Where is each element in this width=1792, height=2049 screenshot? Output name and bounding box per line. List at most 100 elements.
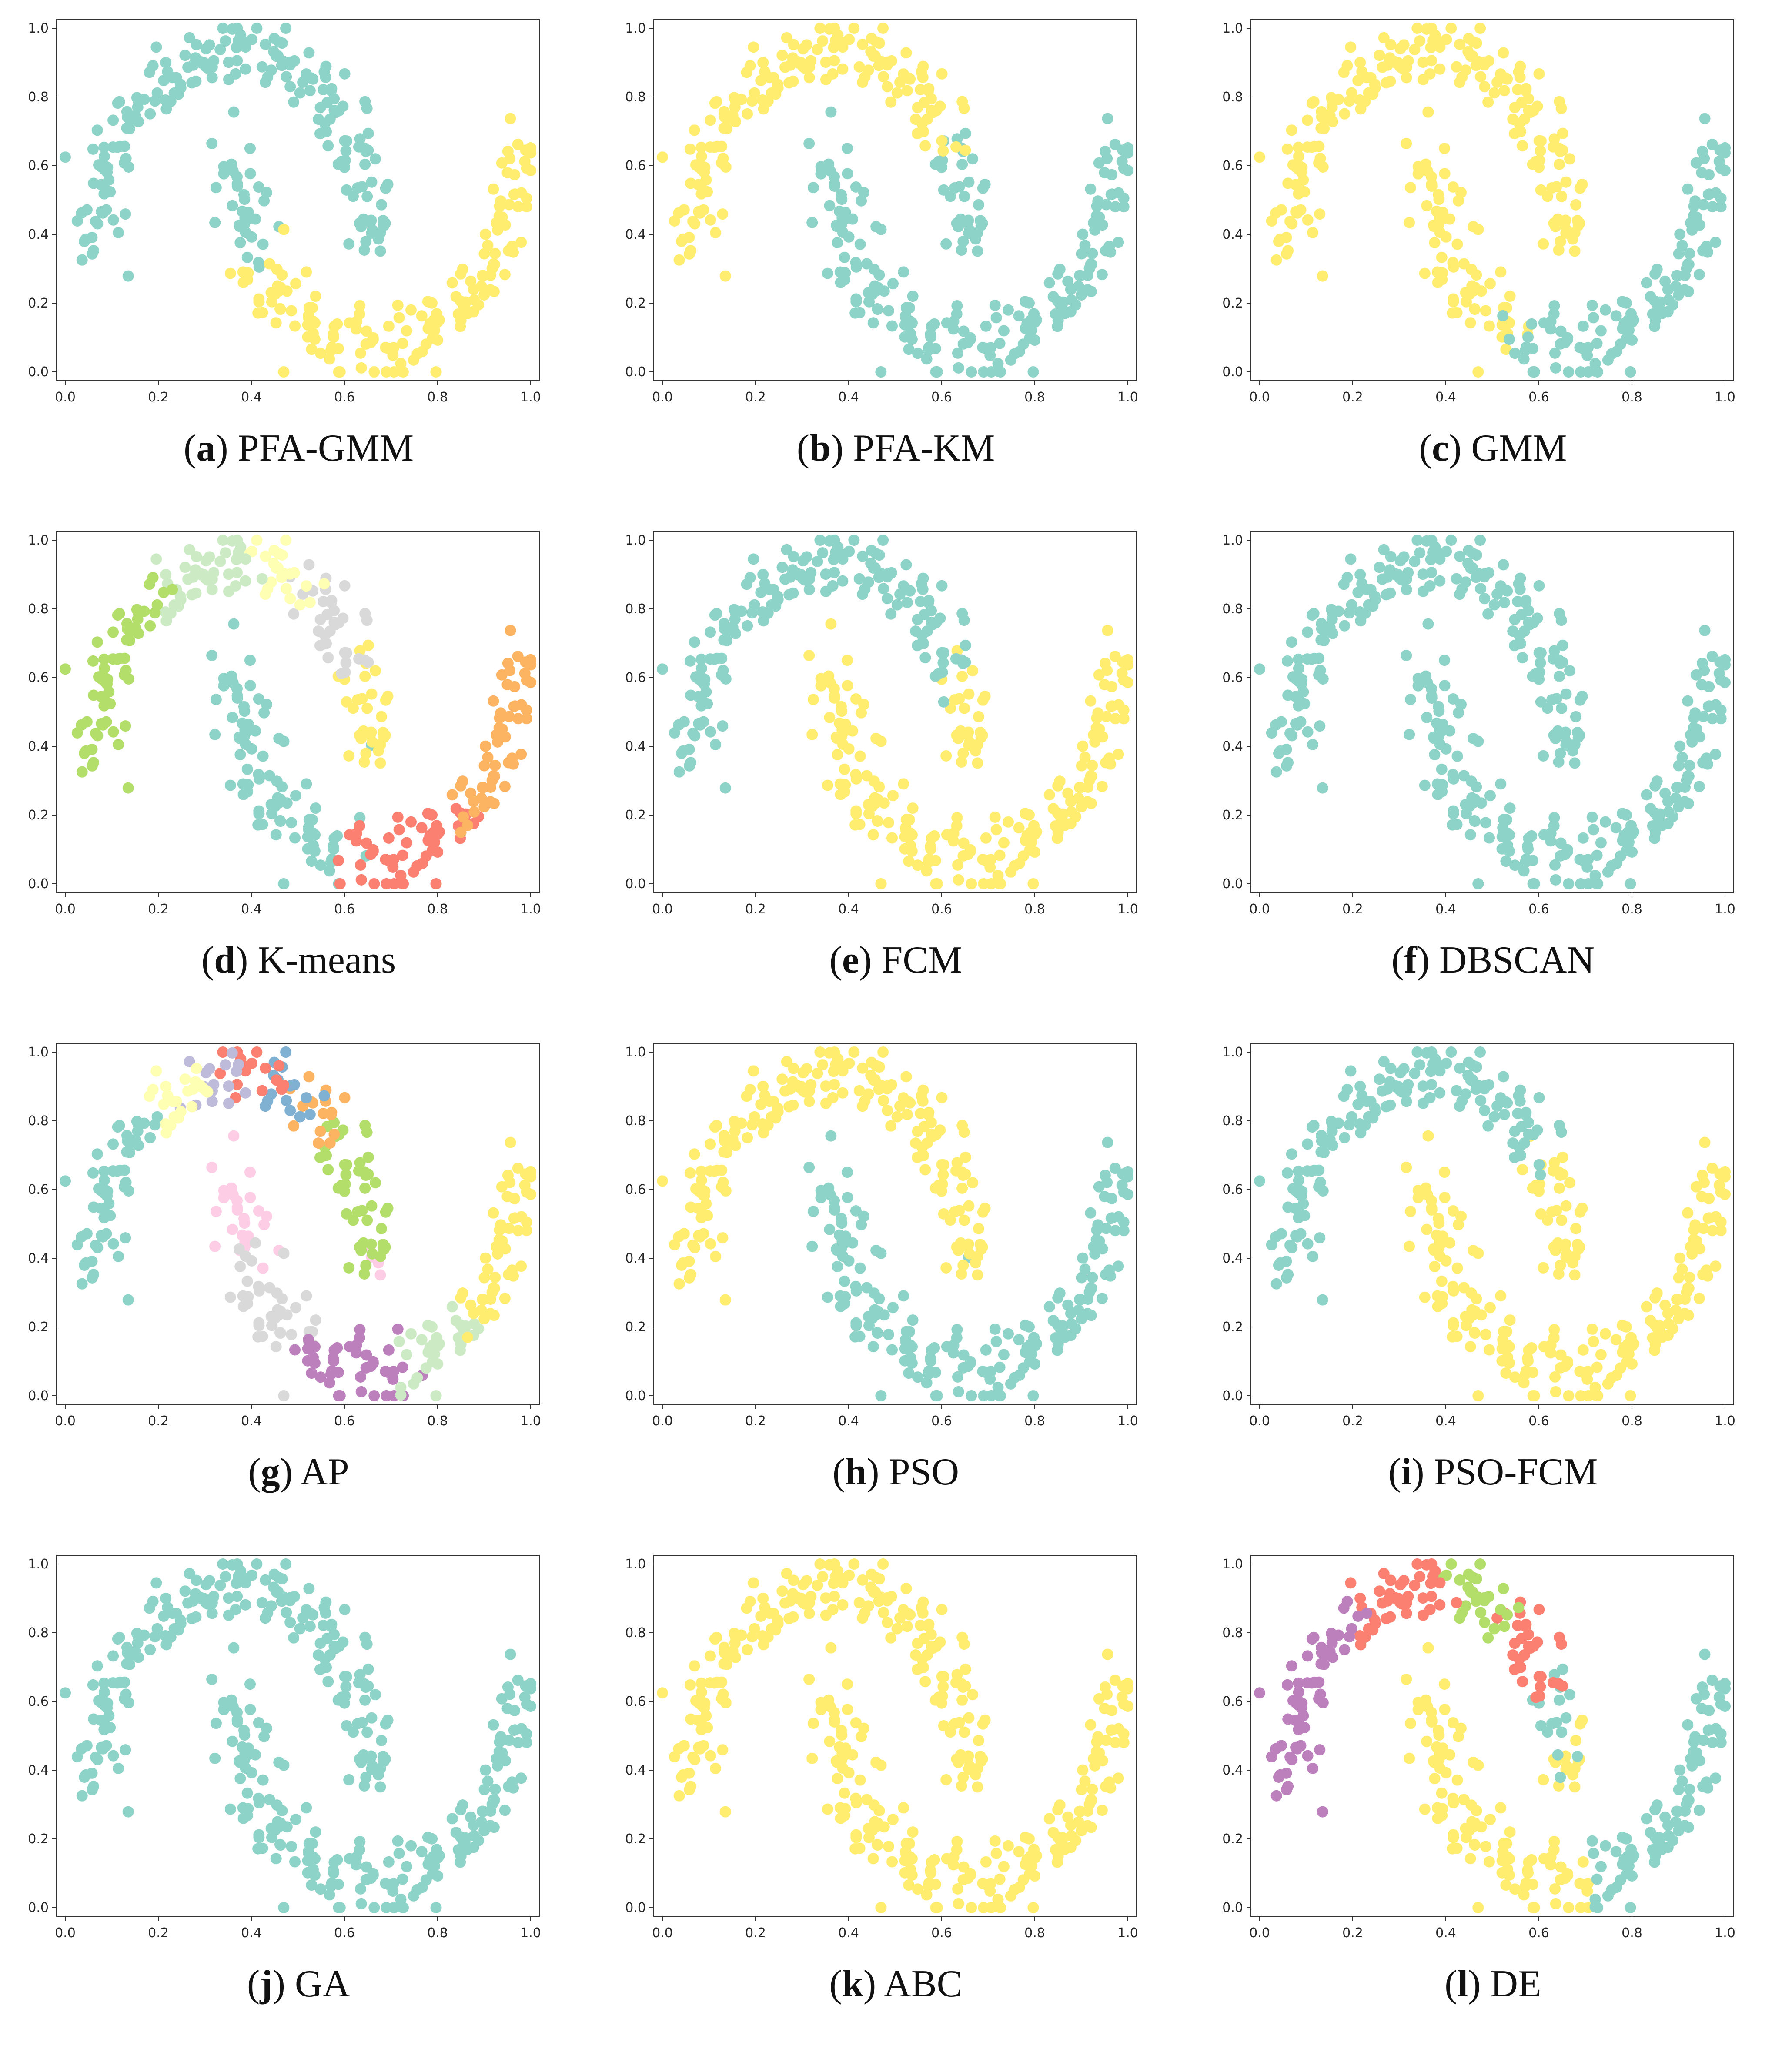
data-point	[1499, 597, 1510, 608]
data-point	[963, 689, 975, 700]
data-point	[886, 832, 898, 844]
data-point	[1656, 820, 1668, 831]
data-point	[209, 729, 221, 740]
data-point	[910, 1649, 921, 1661]
data-point	[1418, 1610, 1429, 1621]
data-point	[149, 95, 160, 107]
data-point	[717, 208, 728, 220]
data-point	[309, 334, 321, 345]
data-point	[871, 1309, 882, 1320]
data-point	[1441, 1255, 1452, 1267]
y-tick-label: 0.6	[625, 1694, 646, 1709]
data-point	[509, 1705, 520, 1716]
data-point	[1625, 1390, 1636, 1401]
x-tick-label: 0.6	[1528, 390, 1549, 405]
data-point	[1290, 1742, 1301, 1753]
data-point	[1474, 23, 1486, 34]
data-point	[1293, 1687, 1304, 1698]
data-point	[1554, 608, 1565, 619]
y-tick-label: 0.4	[28, 227, 49, 242]
data-point	[959, 703, 970, 714]
y-tick-label: 0.8	[28, 90, 49, 105]
data-point	[851, 261, 862, 273]
data-point	[729, 1126, 741, 1137]
y-tick-label: 0.2	[28, 1832, 49, 1847]
data-point	[294, 87, 306, 99]
data-point	[309, 1869, 321, 1881]
data-point	[741, 578, 752, 590]
data-point	[1074, 1294, 1085, 1305]
data-point	[806, 217, 818, 228]
data-point	[408, 1890, 419, 1902]
data-point	[336, 1180, 347, 1191]
data-point	[1436, 1276, 1448, 1287]
data-point	[832, 749, 843, 760]
data-point	[1600, 816, 1611, 828]
y-tick-label: 0.2	[1222, 1832, 1243, 1847]
data-point	[421, 850, 432, 862]
data-point	[1554, 1183, 1565, 1194]
data-point	[808, 182, 819, 193]
data-point	[1316, 111, 1327, 123]
data-point	[1118, 193, 1130, 204]
data-point	[847, 1749, 858, 1761]
data-point	[144, 1090, 155, 1102]
data-point	[1307, 227, 1318, 238]
data-point	[482, 752, 494, 763]
data-point	[318, 578, 330, 589]
data-point	[88, 1781, 99, 1792]
data-point	[281, 583, 292, 594]
data-point	[336, 668, 347, 679]
data-point	[1282, 1269, 1294, 1280]
data-point	[1677, 240, 1688, 251]
data-point	[123, 271, 134, 282]
data-point	[1626, 846, 1638, 858]
data-point	[1694, 781, 1705, 792]
data-point	[1588, 824, 1599, 835]
data-point	[959, 191, 970, 202]
data-point	[234, 1261, 246, 1272]
y-tick-label: 0.6	[1222, 158, 1243, 174]
y-tick-label: 0.4	[28, 1763, 49, 1778]
data-point	[755, 587, 766, 598]
data-point	[480, 741, 491, 752]
data-point	[1345, 1065, 1356, 1076]
data-point	[72, 1239, 83, 1250]
data-point	[503, 1269, 514, 1280]
data-point	[238, 789, 249, 800]
data-point	[788, 1063, 799, 1074]
data-point	[720, 782, 731, 794]
data-point	[1092, 195, 1103, 207]
data-point	[1106, 1193, 1117, 1204]
data-point	[1563, 878, 1574, 889]
data-point	[1465, 1586, 1477, 1598]
data-point	[980, 1856, 992, 1868]
data-point	[251, 1558, 262, 1570]
data-point	[1581, 1374, 1593, 1385]
data-point	[1454, 1574, 1465, 1586]
data-point	[956, 608, 968, 619]
data-point	[432, 1358, 443, 1370]
data-point	[211, 182, 222, 193]
data-point	[689, 730, 700, 742]
y-tick-label: 0.6	[625, 1182, 646, 1197]
x-tick-label: 0.8	[427, 390, 448, 405]
data-point	[352, 694, 363, 705]
caption-title: PSO	[889, 1451, 959, 1493]
data-point	[1472, 366, 1484, 378]
data-point	[340, 145, 351, 157]
x-tick-label: 0.0	[652, 1925, 673, 1941]
data-point	[505, 625, 516, 636]
data-point	[956, 1120, 968, 1131]
data-point	[92, 1754, 103, 1765]
data-point	[695, 1724, 707, 1735]
data-point	[1385, 1063, 1396, 1074]
data-point	[87, 1679, 99, 1691]
data-point	[99, 1700, 110, 1711]
data-point	[1097, 1243, 1108, 1254]
data-point	[998, 1349, 1010, 1360]
data-point	[489, 259, 500, 270]
data-point	[857, 588, 868, 600]
data-point	[990, 1324, 1001, 1335]
data-point	[892, 87, 903, 99]
